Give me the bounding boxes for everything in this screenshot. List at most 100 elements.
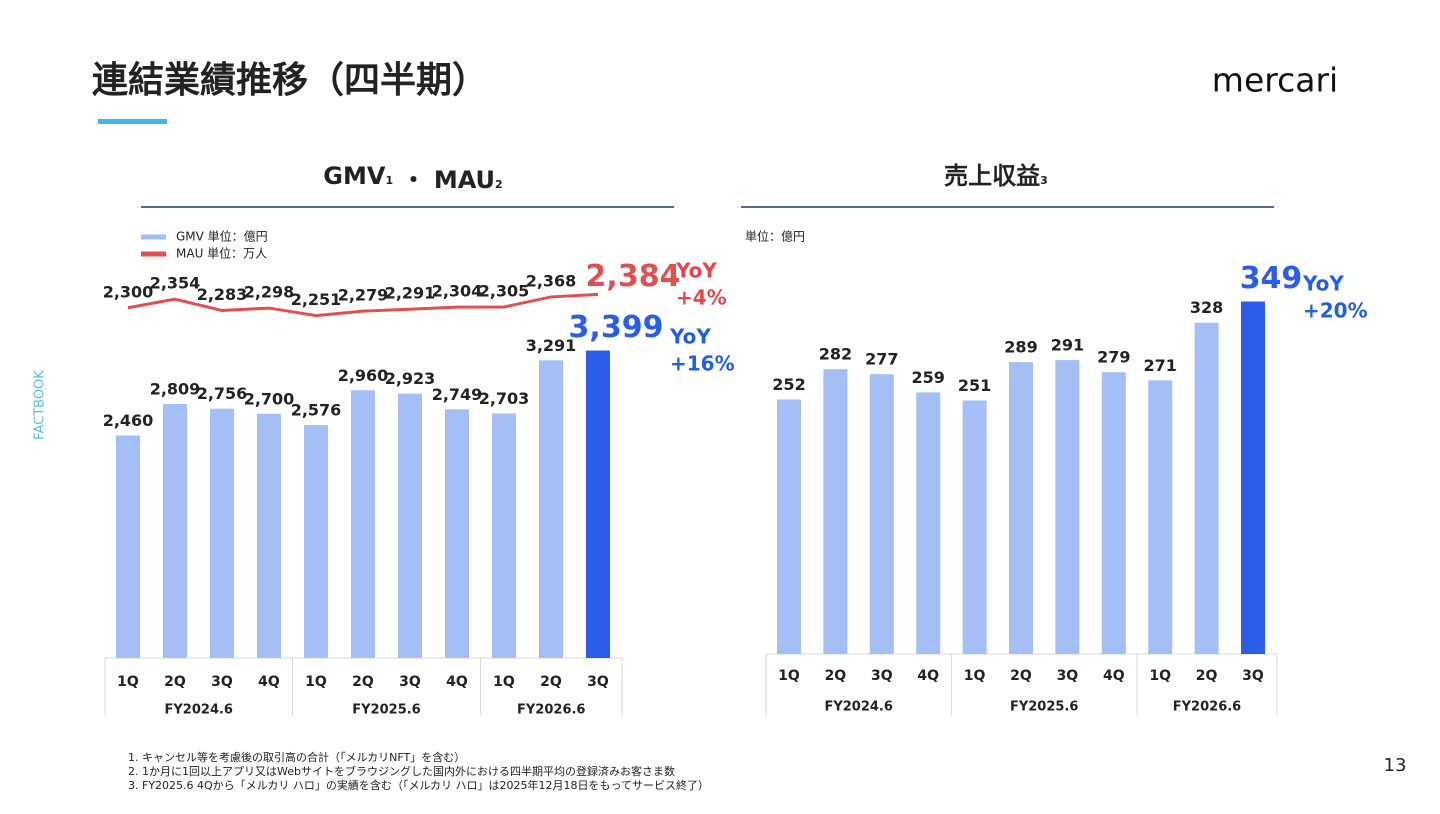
group-label: FY2024.6: [165, 703, 233, 718]
value-label: 2,384: [586, 259, 681, 294]
legend-label: GMV 単位：億円: [176, 229, 268, 244]
x-tick-label: 4Q: [917, 668, 939, 684]
legend-label: MAU 単位：万人: [176, 246, 267, 261]
footnote: 1. キャンセル等を考慮後の取引高の合計（「メルカリNFT」を含む）: [128, 750, 465, 764]
title-text: GMV: [323, 162, 386, 190]
value-label: 2,703: [479, 389, 530, 408]
bar: [257, 413, 281, 658]
x-tick-label: 2Q: [825, 668, 847, 684]
value-label: 2,576: [291, 400, 342, 419]
value-label: 3,291: [526, 336, 577, 355]
value-label: 328: [1190, 298, 1223, 317]
annotation: +16%: [670, 352, 735, 376]
x-tick-label: 2Q: [540, 674, 562, 690]
value-label: 2,923: [385, 369, 436, 388]
value-label: 2,700: [244, 389, 295, 408]
bar: [210, 408, 234, 658]
value-label: 2,809: [150, 379, 201, 398]
x-tick-label: 3Q: [1057, 668, 1079, 684]
title-note: 3: [1040, 174, 1048, 187]
value-label: 349: [1240, 261, 1303, 296]
footnote: 2. 1か月に1回以上アプリ又はWebサイトをブラウジングした国内外における四半…: [128, 764, 675, 778]
bar: [823, 369, 848, 654]
group-label: FY2026.6: [1173, 700, 1241, 715]
x-tick-label: 2Q: [1196, 668, 1218, 684]
x-tick-label: 2Q: [164, 674, 186, 690]
annotation: YoY: [675, 259, 717, 283]
group-label: FY2026.6: [517, 703, 585, 718]
x-tick-label: 2Q: [1010, 668, 1032, 684]
value-label: 2,305: [479, 281, 530, 300]
legend-swatch: [141, 234, 166, 240]
value-label: 277: [865, 350, 898, 369]
value-label: 2,749: [432, 385, 483, 404]
x-tick-label: 4Q: [446, 674, 468, 690]
value-label: 2,291: [385, 284, 436, 303]
bar: [492, 413, 516, 658]
bar: [304, 424, 328, 658]
value-label: 252: [772, 375, 805, 394]
footnote: 3. FY2025.6 4Qから「メルカリ ハロ」の実績を含む（「メルカリ ハロ…: [128, 778, 709, 792]
bar: [398, 393, 422, 658]
group-label: FY2025.6: [1010, 700, 1078, 715]
x-tick-label: 1Q: [305, 674, 327, 690]
x-tick-label: 2Q: [352, 674, 374, 690]
x-tick-label: 4Q: [258, 674, 280, 690]
x-tick-label: 1Q: [778, 668, 800, 684]
title-note: 2: [495, 178, 503, 191]
value-label: 2,251: [291, 290, 342, 309]
value-label: 2,368: [526, 271, 577, 290]
bar: [445, 409, 469, 658]
page-title: 連結業績推移（四半期）: [92, 60, 488, 101]
value-label: 291: [1051, 336, 1084, 355]
bar: [351, 390, 375, 658]
bar: [163, 403, 187, 658]
bar: [1148, 380, 1173, 654]
page-number: 13: [1384, 755, 1407, 776]
title-text: 売上収益: [944, 162, 1040, 190]
group-label: FY2025.6: [352, 703, 420, 718]
annotation: YoY: [1302, 272, 1344, 296]
bar: [1194, 322, 1219, 654]
x-tick-label: 1Q: [117, 674, 139, 690]
x-tick-label: 1Q: [493, 674, 515, 690]
value-label: 2,756: [197, 384, 248, 403]
value-label: 2,279: [338, 286, 389, 305]
bar: [777, 399, 801, 654]
value-label: 2,460: [103, 411, 154, 430]
value-label: 2,283: [197, 285, 248, 304]
logo: mercari: [1212, 61, 1338, 100]
bar: [869, 374, 894, 654]
value-label: 2,304: [432, 282, 483, 301]
x-tick-label: 3Q: [211, 674, 233, 690]
side-label: FACTBOOK: [33, 370, 48, 440]
value-label: 271: [1143, 356, 1176, 375]
bar: [962, 400, 987, 654]
annotation: +20%: [1303, 299, 1368, 323]
value-label: 2,354: [150, 274, 201, 293]
bar: [586, 350, 610, 658]
x-tick-label: 3Q: [399, 674, 421, 690]
value-label: 259: [911, 368, 944, 387]
bar: [1055, 360, 1080, 654]
title-text: ・ MAU: [393, 166, 495, 194]
value-label: 251: [958, 376, 991, 395]
annotation: +4%: [676, 286, 727, 310]
bar: [916, 392, 941, 654]
annotation: YoY: [669, 325, 711, 349]
legend-swatch: [141, 251, 166, 257]
x-tick-label: 4Q: [1103, 668, 1125, 684]
x-tick-label: 3Q: [587, 674, 609, 690]
chart-title: GMV1 ・ MAU2: [323, 162, 502, 194]
value-label: 2,300: [103, 282, 154, 301]
title-underline: [98, 119, 167, 124]
value-label: 2,960: [338, 366, 389, 385]
x-tick-label: 1Q: [964, 668, 986, 684]
x-tick-label: 1Q: [1149, 668, 1171, 684]
bar: [116, 435, 140, 658]
x-tick-label: 3Q: [871, 668, 893, 684]
title-note: 1: [385, 174, 393, 187]
bar: [1241, 301, 1265, 654]
value-label: 289: [1004, 338, 1037, 357]
